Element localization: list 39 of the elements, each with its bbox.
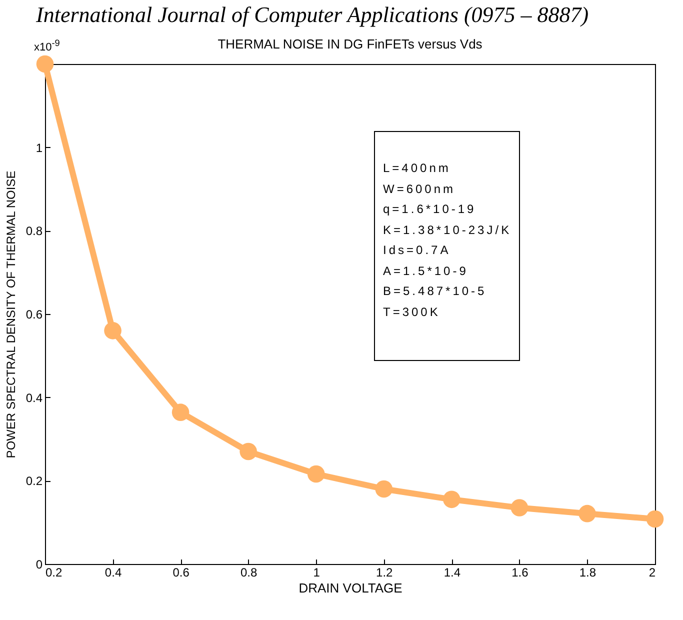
annotation: K=1.38*10-23J/K [383,222,513,238]
y-axis-title: POWER SPECTRAL DENSITY OF THERMAL NOISE [4,170,18,458]
point [172,404,190,421]
point [443,490,460,508]
x-tick-label: 1.4 [444,566,461,580]
y-tick-label: 0.4 [26,390,43,405]
y-tick-label: 1 [36,140,43,155]
chart-title: THERMAL NOISE IN DG FinFETs versus Vds [218,36,483,52]
y-tick-label: 0 [36,558,43,572]
point [510,499,528,516]
annotation: T=300K [383,304,442,320]
y-tick-label: 0.8 [26,224,43,238]
point [36,55,54,73]
annotation: q=1.6*10-19 [383,201,478,218]
y-tick-label: 0.2 [26,474,43,488]
point [646,510,664,528]
x-tick-label: 1.6 [512,566,529,580]
point [240,442,257,460]
x-tick-label: 1 [313,566,320,580]
annotation: Ids=0.7A [383,242,452,259]
x-tick-label: 1.8 [579,566,596,580]
x-tick-label: 0.4 [104,566,122,580]
annotation: B=5.487*10-5 [383,283,488,300]
x-tick-label: 0.2 [46,566,63,580]
annotation: A=1.5*10-9 [383,262,470,280]
point [375,480,393,498]
x-tick-label: 0.6 [172,566,190,580]
annotation: W=600nm [383,180,457,198]
text: International Journal of Computer Applications (0975 – 8887) [36,2,589,28]
y-tick-label: 0.6 [26,308,43,322]
point [578,504,596,522]
x-tick-label: 2 [648,566,656,580]
x-tick-label: 1.2 [376,566,394,580]
x-axis-title: DRAIN VOLTAGE [298,580,403,596]
point [104,322,122,340]
x-tick-label: 0.8 [240,566,258,580]
annotation: L=400nm [383,160,452,177]
text: x10$^{-9}$ [34,38,60,54]
point [307,465,325,483]
